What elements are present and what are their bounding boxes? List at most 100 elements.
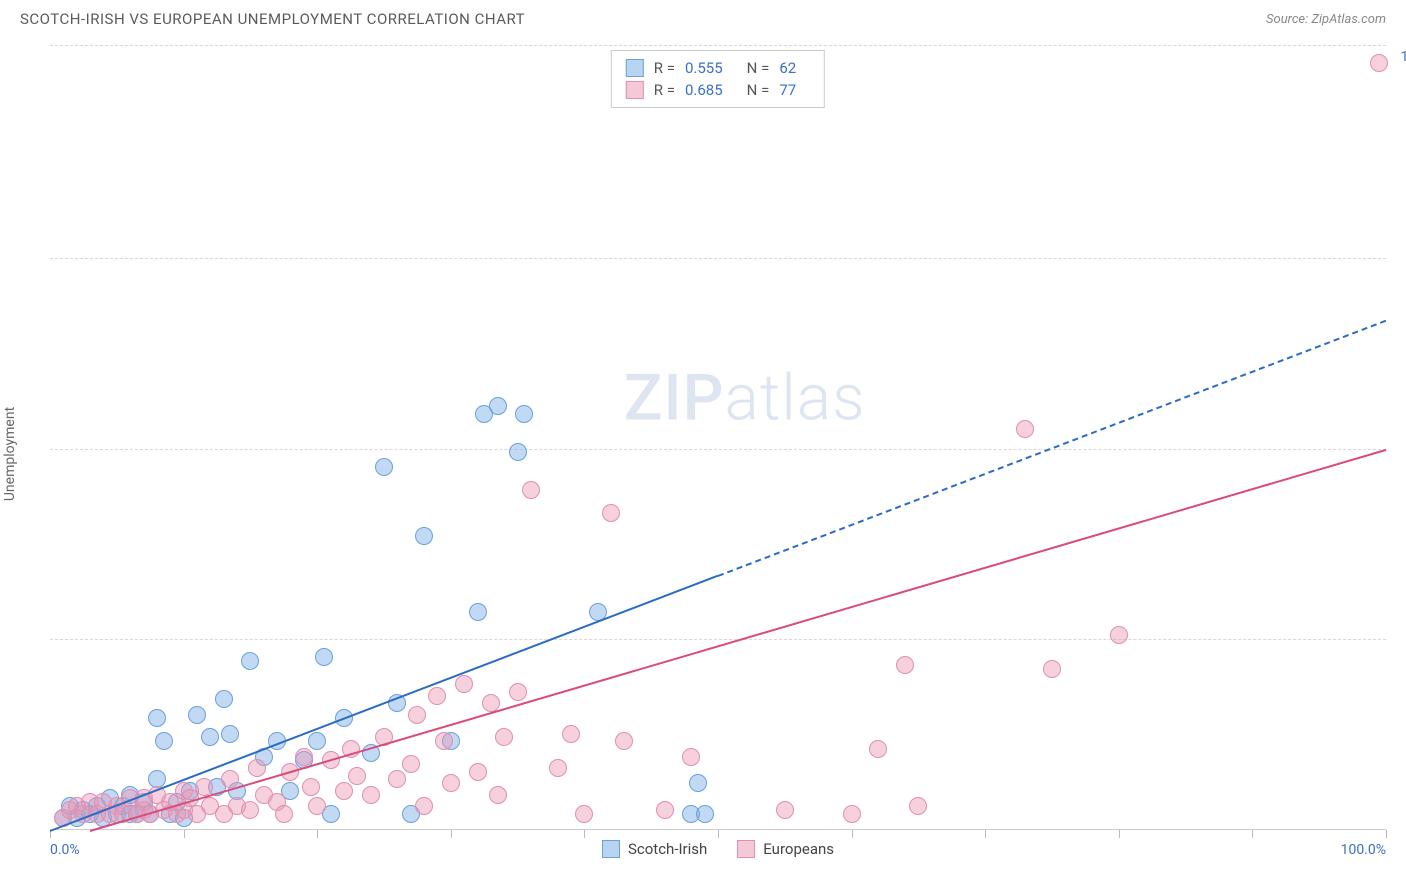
data-point [248,759,266,777]
data-point [1016,420,1034,438]
y-axis-label: Unemployment [2,407,18,501]
source-attribution: Source: ZipAtlas.com [1266,12,1386,27]
data-point [615,732,633,750]
data-point [575,805,593,823]
data-point [682,748,700,766]
data-point [295,748,313,766]
legend-item: Europeans [737,840,834,858]
data-point [1110,626,1128,644]
x-tick [852,830,853,838]
data-point [335,782,353,800]
data-point [195,778,213,796]
data-point [469,603,487,621]
legend-label: Europeans [763,840,834,858]
legend-swatch [602,840,620,858]
data-point [215,690,233,708]
x-tick [1252,830,1253,838]
data-point [495,728,513,746]
n-label: N = [747,81,770,99]
data-point [302,778,320,796]
x-tick [451,830,452,838]
gridline [50,449,1386,450]
data-point [362,786,380,804]
data-point [509,443,527,461]
legend-swatch [626,81,644,99]
data-point [348,767,366,785]
r-value: 0.555 [685,59,723,77]
x-tick [718,830,719,838]
legend-swatch [626,59,644,77]
data-point [428,687,446,705]
chart-title: SCOTCH-IRISH VS EUROPEAN UNEMPLOYMENT CO… [20,10,525,28]
data-point [909,797,927,815]
data-point [602,504,620,522]
chart-plot-area: ZIPatlas 25.0%50.0%75.0%100.0%0.0%100.0%… [50,45,1386,830]
n-value: 62 [779,59,796,77]
legend-item: Scotch-Irish [602,840,707,858]
data-point [388,770,406,788]
x-tick [985,830,986,838]
data-point [689,774,707,792]
data-point [1370,54,1388,72]
data-point [315,648,333,666]
x-tick-label: 100.0% [1341,842,1386,858]
x-tick [1119,830,1120,838]
data-point [522,481,540,499]
data-point [155,732,173,750]
data-point [776,801,794,819]
data-point [469,763,487,781]
correlation-stats-legend: R = 0.555 N = 62 R = 0.685 N = 77 [611,50,825,108]
data-point [308,732,326,750]
x-tick [317,830,318,838]
legend-label: Scotch-Irish [628,840,707,858]
data-point [442,774,460,792]
data-point [1043,660,1061,678]
legend-stat-row: R = 0.555 N = 62 [626,57,810,79]
data-point [308,797,326,815]
n-label: N = [747,59,770,77]
gridline [50,639,1386,640]
data-point [562,725,580,743]
series-legend: Scotch-Irish Europeans [602,840,834,858]
data-point [148,709,166,727]
r-value: 0.685 [685,81,723,99]
legend-stat-row: R = 0.685 N = 77 [626,79,810,101]
data-point [435,732,453,750]
data-point [509,683,527,701]
trend-line [50,575,719,832]
x-tick [184,830,185,838]
data-point [696,805,714,823]
data-point [241,652,259,670]
gridline [50,45,1386,46]
data-point [896,656,914,674]
x-tick-label: 0.0% [50,842,80,858]
trend-line [90,449,1386,832]
n-value: 77 [779,81,796,99]
data-point [843,805,861,823]
data-point [489,397,507,415]
x-tick [1386,830,1387,838]
data-point [275,805,293,823]
data-point [869,740,887,758]
data-point [375,458,393,476]
data-point [549,759,567,777]
data-point [402,755,420,773]
data-point [489,786,507,804]
data-point [188,706,206,724]
r-label: R = [654,81,675,99]
data-point [201,728,219,746]
watermark-text: ZIPatlas [624,361,866,436]
data-point [415,797,433,815]
data-point [241,801,259,819]
data-point [455,675,473,693]
data-point [515,405,533,423]
x-tick [584,830,585,838]
y-tick-label: 100.0% [1401,49,1406,65]
data-point [408,706,426,724]
gridline [50,258,1386,259]
r-label: R = [654,59,675,77]
data-point [656,801,674,819]
legend-swatch [737,840,755,858]
data-point [415,527,433,545]
data-point [221,725,239,743]
